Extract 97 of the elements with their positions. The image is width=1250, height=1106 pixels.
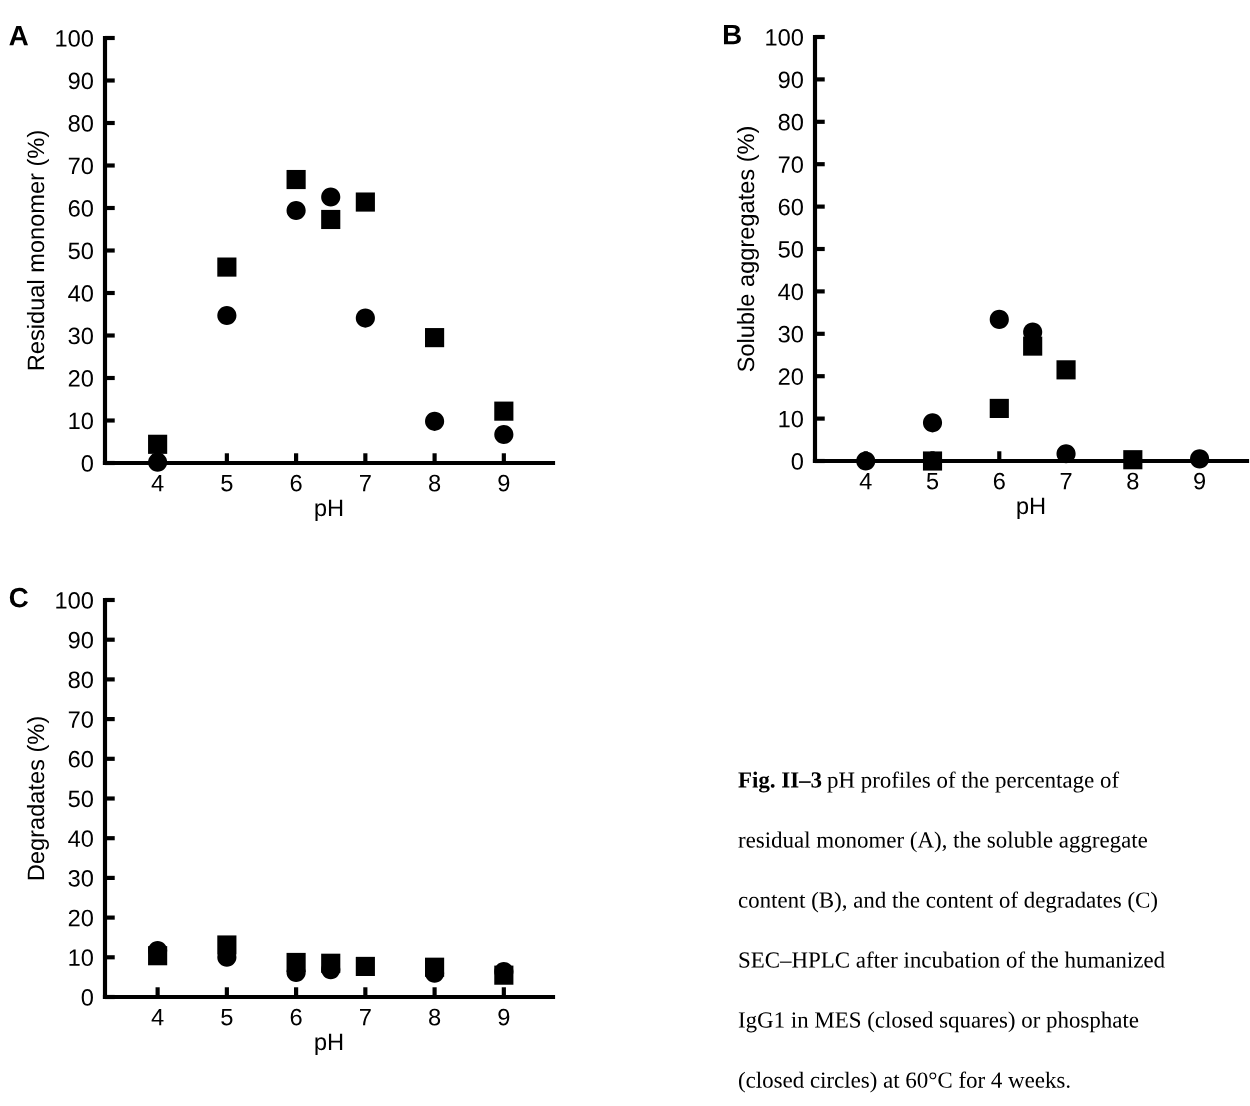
x-tick-label: 5 <box>221 1008 233 1026</box>
point <box>217 305 237 326</box>
y-tick-label: 60 <box>778 198 803 216</box>
point <box>286 200 306 221</box>
point <box>856 451 876 471</box>
point <box>1190 449 1210 469</box>
y-tick-label: 90 <box>778 71 803 89</box>
y-tick-label: 100 <box>56 592 93 609</box>
y-tick-label: 40 <box>68 285 93 302</box>
point <box>321 187 341 207</box>
y-tick-label: 10 <box>69 412 93 430</box>
y-tick-label: 50 <box>778 241 803 258</box>
point <box>148 452 168 472</box>
point <box>1123 450 1143 470</box>
y-tick-label: 50 <box>68 790 93 808</box>
point <box>494 424 514 445</box>
y-tick-label: 0 <box>81 989 93 1006</box>
y-tick-label: 60 <box>68 750 93 768</box>
point <box>989 398 1009 418</box>
y-tick-label: 40 <box>68 830 93 847</box>
y-tick-label: 10 <box>69 949 93 967</box>
y-tick-label: 20 <box>68 909 93 927</box>
x-tick-label: 8 <box>1127 472 1139 490</box>
y-tick-label: 70 <box>68 157 93 175</box>
y-tick-label: 50 <box>68 242 93 260</box>
x-tick-label: 6 <box>290 474 302 492</box>
x-tick-label: 9 <box>1194 472 1206 490</box>
y-tick-label: 0 <box>791 453 803 470</box>
x-tick-label: 7 <box>360 1008 371 1026</box>
y-tick-label: 20 <box>778 368 803 385</box>
point <box>922 413 943 433</box>
text: (closed circles) at 60°C for 4 weeks. <box>739 1071 1070 1093</box>
y-tick-label: 60 <box>68 200 93 217</box>
chart-title: A <box>9 26 29 46</box>
y-tick-label: 100 <box>766 29 803 46</box>
point <box>425 957 445 977</box>
text: SEC–HPLC after incubation of the humanized <box>739 951 1165 968</box>
point <box>922 451 943 471</box>
point <box>321 209 341 230</box>
x-tick-label: 4 <box>151 1008 164 1026</box>
text: IgG1 in MES (closed squares) or phosphate <box>738 1011 1139 1033</box>
x-tick-label: 7 <box>360 474 371 492</box>
y-axis-title: Soluble aggregates (%) <box>736 127 759 372</box>
text: residual monomer (A), the soluble aggregate <box>738 831 1148 853</box>
x-tick-label: 7 <box>1060 472 1072 490</box>
text: pH profiles of the percentage of <box>827 771 1120 793</box>
point <box>148 434 168 454</box>
point <box>355 308 375 328</box>
x-tick-label: 9 <box>498 474 510 492</box>
y-tick-label: 90 <box>68 72 93 90</box>
point <box>321 953 341 973</box>
x-axis-title: pH <box>315 1033 343 1055</box>
x-tick-label: 5 <box>221 474 233 492</box>
point <box>217 935 237 955</box>
point <box>148 946 168 966</box>
y-axis-title: Residual monomer (%) <box>26 131 49 370</box>
point <box>217 257 237 277</box>
point <box>1056 444 1076 464</box>
point <box>425 328 445 348</box>
y-tick-label: 80 <box>68 671 93 689</box>
y-tick-label: 70 <box>778 156 803 173</box>
y-tick-label: 0 <box>81 455 93 472</box>
x-axis-title: pH <box>1017 497 1045 519</box>
x-tick-label: 6 <box>993 472 1005 490</box>
y-tick-label: 40 <box>778 283 803 301</box>
chart-title: C <box>9 587 28 608</box>
point <box>286 169 306 190</box>
y-tick-label: 70 <box>68 711 93 728</box>
y-tick-label: 100 <box>56 30 93 47</box>
point <box>1056 360 1076 380</box>
x-tick-label: 5 <box>926 472 939 490</box>
x-tick-label: 6 <box>290 1008 302 1026</box>
x-axis-title: pH <box>315 499 343 521</box>
y-tick-label: 30 <box>68 327 93 345</box>
point <box>494 401 514 421</box>
y-tick-label: 20 <box>68 370 93 387</box>
y-tick-label: 30 <box>778 325 803 343</box>
y-tick-label: 10 <box>779 410 803 428</box>
y-tick-label: 90 <box>68 631 93 649</box>
text: content (B), and the content of degradates (C) <box>738 891 1157 913</box>
point <box>286 952 306 973</box>
y-tick-label: 80 <box>68 115 93 132</box>
x-tick-label: 8 <box>429 1008 441 1026</box>
point <box>355 956 375 976</box>
text: Fig. II–3 <box>738 771 822 793</box>
x-tick-label: 4 <box>151 474 164 492</box>
point <box>425 411 445 431</box>
x-tick-label: 8 <box>429 474 441 492</box>
point <box>1023 336 1043 356</box>
point <box>355 192 375 212</box>
chart-title: B <box>723 25 741 45</box>
y-tick-label: 30 <box>68 869 93 887</box>
x-tick-label: 4 <box>859 472 872 490</box>
y-tick-label: 80 <box>778 113 803 131</box>
y-axis-title: Degradates (%) <box>26 717 49 880</box>
x-tick-label: 9 <box>498 1008 510 1026</box>
point <box>989 309 1009 329</box>
